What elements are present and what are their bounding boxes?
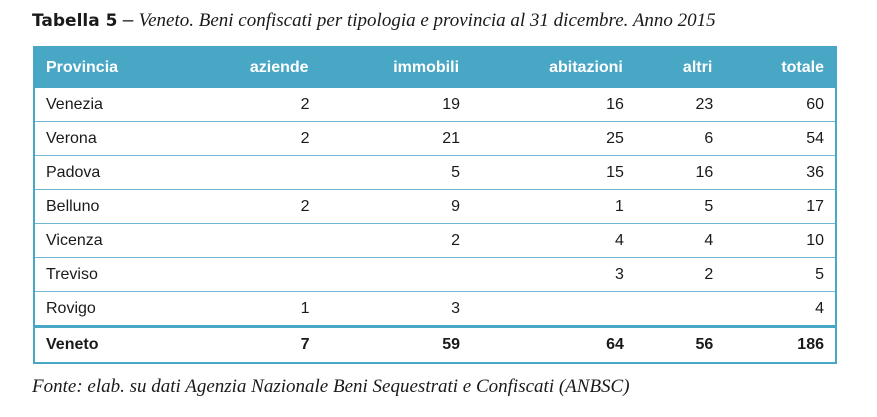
table-caption: Tabella 5 – Veneto. Beni confiscati per … <box>32 8 716 34</box>
cell-abitazioni <box>471 291 635 327</box>
cell-totale: 5 <box>724 257 836 292</box>
total-immobili: 59 <box>442 336 461 353</box>
cell-aziende <box>182 257 321 292</box>
cell-provincia: Verona <box>34 121 182 156</box>
table-row: Verona 2 21 25 6 54 <box>34 121 836 156</box>
cell-aziende: 1 <box>182 291 321 327</box>
cell-totale: 4 <box>724 291 836 327</box>
cell-immobili: 9 <box>320 189 472 224</box>
cell-abitazioni: 4 <box>471 223 635 258</box>
cell-altri <box>634 291 725 327</box>
header-altri: altri <box>634 47 726 88</box>
table-row: Venezia 2 19 16 23 60 <box>34 88 836 122</box>
cell-provincia: Rovigo <box>34 291 182 327</box>
cell-immobili: 3 <box>320 291 472 327</box>
table-row: Padova 5 15 16 36 <box>34 155 836 190</box>
header-provincia: Provincia <box>34 47 183 88</box>
cell-aziende: 2 <box>182 189 321 224</box>
cell-abitazioni: 16 <box>471 88 635 122</box>
cell-immobili: 5 <box>320 155 472 190</box>
table-row: Vicenza 2 4 4 10 <box>34 223 836 258</box>
caption-separator: – <box>117 10 139 31</box>
cell-totale: 10 <box>724 223 836 258</box>
cell-totale: 60 <box>724 88 836 122</box>
cell-abitazioni: 15 <box>471 155 635 190</box>
cell-provincia: Vicenza <box>34 223 182 258</box>
data-table: Provincia aziende immobili abitazioni al… <box>33 46 837 364</box>
header-abitazioni: abitazioni <box>471 47 636 88</box>
total-altri: 56 <box>695 336 714 353</box>
cell-provincia: Belluno <box>34 189 182 224</box>
cell-provincia: Venezia <box>34 88 182 122</box>
cell-immobili: 19 <box>320 88 472 122</box>
cell-totale: 36 <box>724 155 836 190</box>
cell-immobili: 21 <box>320 121 472 156</box>
total-provincia: Veneto <box>46 336 99 353</box>
header-row: Provincia aziende immobili abitazioni al… <box>34 47 837 88</box>
cell-aziende: 2 <box>182 121 321 156</box>
cell-totale: 54 <box>724 121 836 156</box>
cell-altri: 16 <box>634 155 725 190</box>
cell-altri: 2 <box>634 257 725 292</box>
total-totale: 186 <box>797 336 824 353</box>
cell-aziende <box>182 223 321 258</box>
total-row: Veneto 7 59 64 56 186 <box>34 326 836 364</box>
cell-aziende: 2 <box>182 88 321 122</box>
cell-provincia: Treviso <box>34 257 182 292</box>
cell-aziende <box>182 155 321 190</box>
table-row: Rovigo 1 3 4 <box>34 291 836 327</box>
cell-abitazioni: 3 <box>471 257 635 292</box>
cell-immobili: 2 <box>320 223 472 258</box>
header-aziende: aziende <box>182 47 322 88</box>
cell-immobili <box>320 257 472 292</box>
total-abitazioni: 64 <box>606 336 624 353</box>
cell-totale: 17 <box>724 189 836 224</box>
header-totale: totale <box>724 47 837 88</box>
cell-altri: 6 <box>634 121 725 156</box>
source-note: Fonte: elab. su dati Agenzia Nazionale B… <box>32 376 630 397</box>
table-row: Belluno 2 9 1 5 17 <box>34 189 836 224</box>
cell-altri: 5 <box>634 189 725 224</box>
total-aziende: 7 <box>300 336 310 353</box>
cell-altri: 23 <box>634 88 725 122</box>
cell-abitazioni: 1 <box>471 189 635 224</box>
caption-label: Tabella 5 <box>32 11 118 31</box>
cell-provincia: Padova <box>34 155 182 190</box>
caption-title: Veneto. Beni confiscati per tipologia e … <box>138 10 716 31</box>
cell-altri: 4 <box>634 223 725 258</box>
cell-abitazioni: 25 <box>471 121 635 156</box>
table-row: Treviso 3 2 5 <box>34 257 836 292</box>
header-immobili: immobili <box>320 47 473 88</box>
